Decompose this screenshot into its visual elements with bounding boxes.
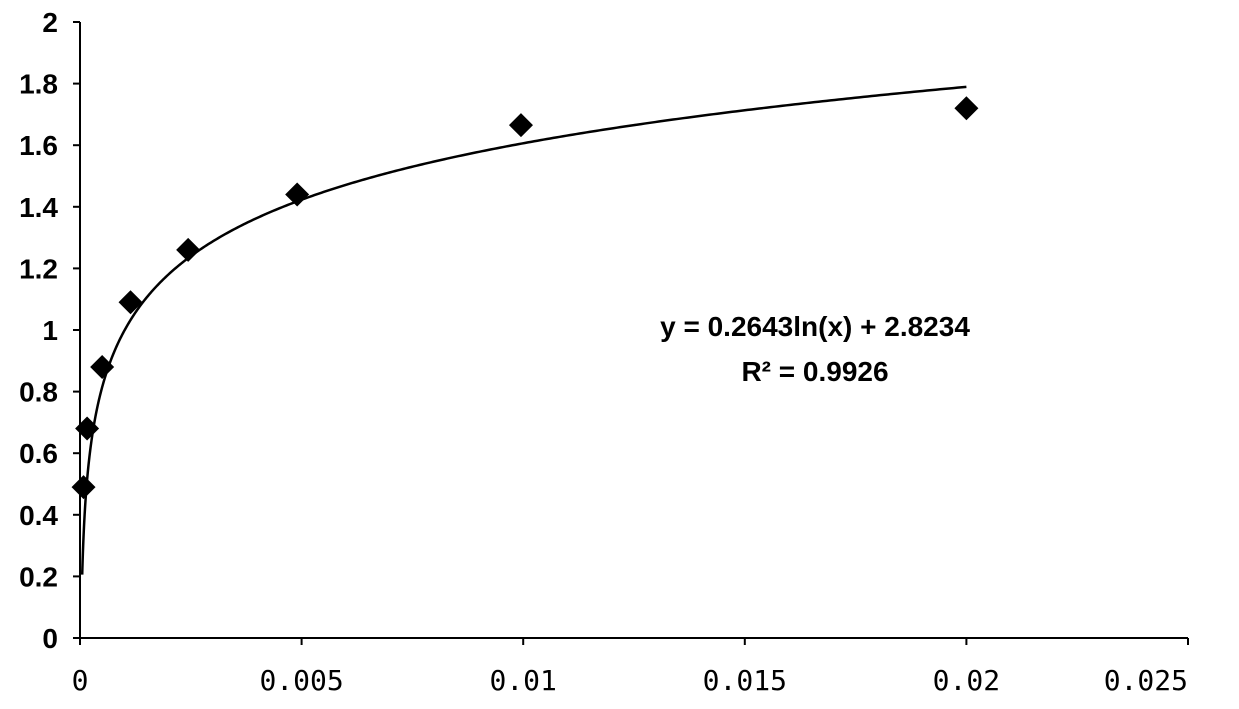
y-tick-label: 1.6	[19, 130, 58, 161]
y-tick: 1.4	[19, 192, 80, 223]
y-tick: 0.8	[19, 377, 80, 408]
x-ticks: 0 0.005 0.01 0.015 0.02 0.025	[72, 638, 1189, 697]
equation-annotation: y = 0.2643ln(x) + 2.8234 R² = 0.9926	[660, 311, 970, 387]
y-tick: 1	[42, 315, 80, 346]
data-point	[118, 290, 143, 315]
x-tick-label: 0.015	[703, 664, 787, 697]
x-tick-label: 0.01	[489, 664, 556, 697]
x-tick-label: 0	[72, 664, 89, 697]
y-tick: 0	[42, 623, 80, 654]
y-tick: 2	[42, 7, 80, 38]
y-tick-label: 1.2	[19, 253, 58, 284]
data-markers	[71, 96, 979, 500]
x-tick-label: 0.005	[259, 664, 343, 697]
y-tick-label: 0	[42, 623, 58, 654]
x-tick-label: 0.025	[1104, 664, 1188, 697]
x-tick: 0.025	[1104, 638, 1189, 697]
data-point	[176, 237, 201, 262]
y-tick-label: 2	[42, 7, 58, 38]
data-point	[508, 113, 533, 138]
r-squared-text: R² = 0.9926	[741, 356, 888, 387]
data-point	[285, 182, 310, 207]
y-tick-label: 1.4	[19, 192, 58, 223]
y-tick: 1.8	[19, 69, 80, 100]
y-tick-label: 1	[42, 315, 58, 346]
x-tick: 0.02	[933, 638, 1000, 697]
y-tick: 1.6	[19, 130, 80, 161]
y-tick-label: 0.6	[19, 438, 58, 469]
x-tick: 0.005	[259, 638, 344, 697]
data-point	[75, 416, 100, 441]
equation-text: y = 0.2643ln(x) + 2.8234	[660, 311, 970, 342]
x-tick: 0	[72, 638, 89, 697]
x-tick: 0.015	[703, 638, 787, 697]
axes	[79, 22, 1188, 639]
x-tick: 0.01	[489, 638, 557, 697]
x-tick-label: 0.02	[933, 664, 1000, 697]
y-tick: 1.2	[19, 253, 80, 284]
data-point	[71, 475, 96, 500]
y-tick-label: 0.4	[19, 500, 58, 531]
y-tick-label: 0.2	[19, 561, 58, 592]
y-tick: 0.4	[19, 500, 80, 531]
y-tick: 0.6	[19, 438, 80, 469]
y-ticks: 0 0.2 0.4 0.6 0.8 1 1.2 1.4 1.6 1.8 2	[19, 7, 80, 654]
y-tick-label: 0.8	[19, 377, 58, 408]
data-point	[90, 354, 115, 379]
y-tick: 0.2	[19, 561, 80, 592]
data-point	[954, 96, 979, 121]
y-tick-label: 1.8	[19, 69, 58, 100]
